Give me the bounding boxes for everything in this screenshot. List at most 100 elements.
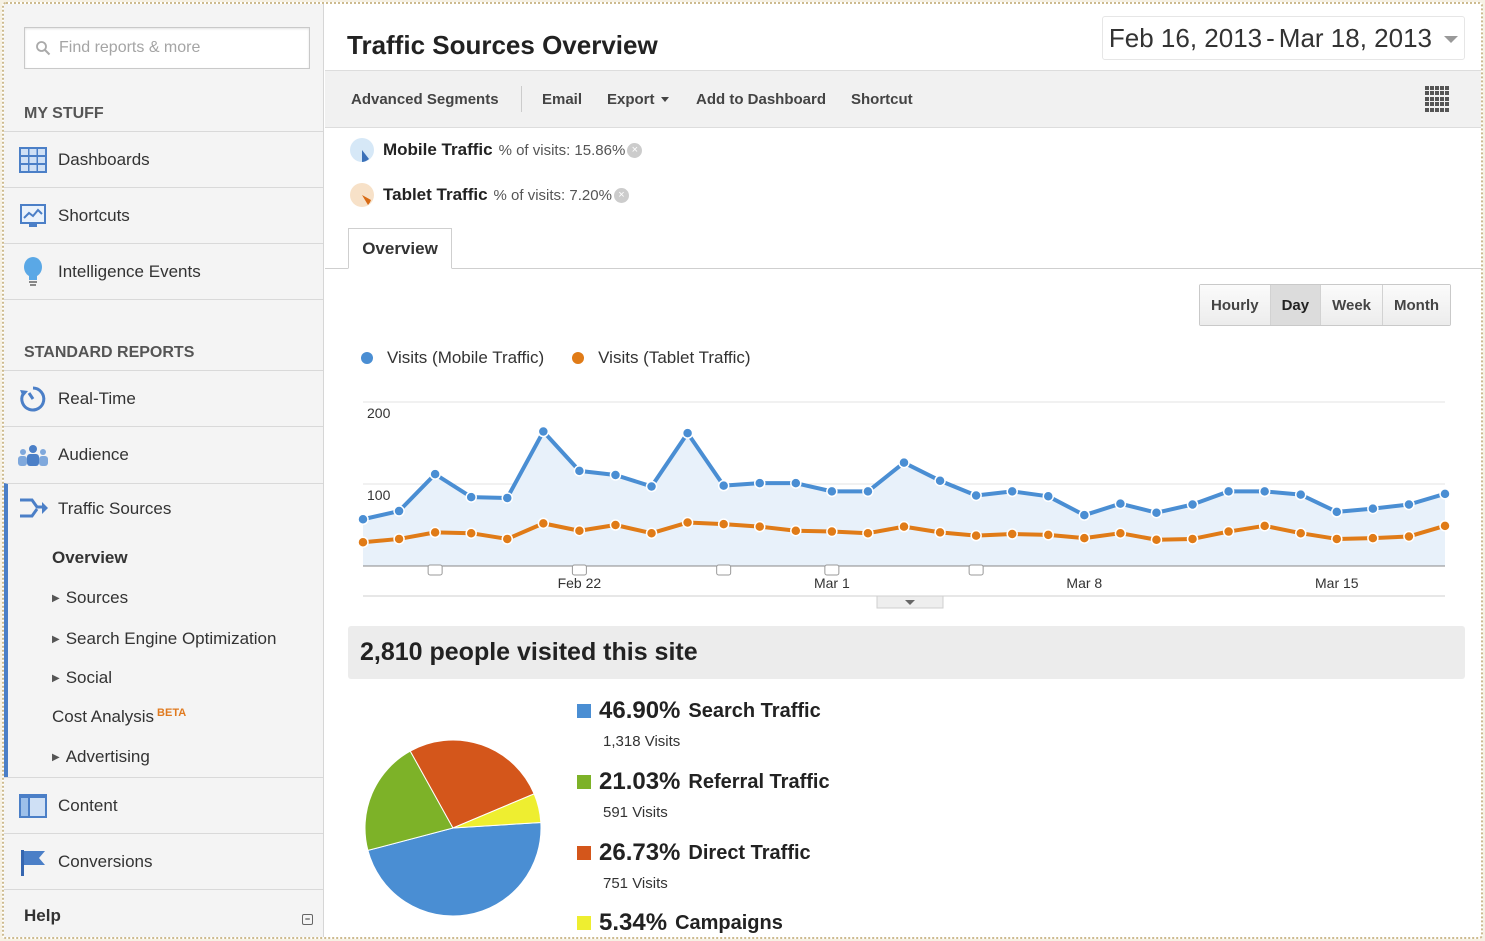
remove-segment-icon[interactable]: × <box>613 187 629 203</box>
data-point[interactable] <box>1150 506 1163 519</box>
data-point[interactable] <box>609 469 622 481</box>
sidebar-item-traffic-sources[interactable]: Traffic Sources <box>18 494 171 524</box>
data-point[interactable] <box>393 505 405 517</box>
sidebar-subitem-cost-analysis[interactable]: Cost Analysis BETA <box>52 707 187 726</box>
data-point[interactable] <box>1439 520 1451 532</box>
data-point[interactable] <box>1403 498 1415 511</box>
data-point[interactable] <box>717 518 730 530</box>
data-point[interactable] <box>1078 509 1091 521</box>
data-point[interactable] <box>1114 527 1127 539</box>
sidebar-item-shortcuts[interactable]: Shortcuts <box>4 187 323 243</box>
sidebar-subitem-social[interactable]: ▶ Social <box>52 668 113 687</box>
data-point[interactable] <box>645 527 658 539</box>
data-point[interactable] <box>970 529 982 542</box>
data-point[interactable] <box>1186 533 1199 545</box>
data-point[interactable] <box>1331 533 1343 545</box>
sidebar-item-intelligence-events[interactable]: Intelligence Events <box>4 243 323 299</box>
date-range-picker[interactable]: Feb 16, 2013 - Mar 18, 2013 <box>1101 16 1465 60</box>
source-direct[interactable]: 26.73% Direct Traffic 751 Visits <box>577 839 811 892</box>
data-point[interactable] <box>465 491 477 503</box>
data-point[interactable] <box>862 527 874 539</box>
data-point[interactable] <box>609 519 622 531</box>
shortcut-button[interactable]: Shortcut <box>851 91 913 108</box>
data-point[interactable] <box>1006 485 1018 498</box>
data-point[interactable] <box>898 456 910 469</box>
data-point[interactable] <box>753 477 766 489</box>
sidebar-subitem-sources[interactable]: ▶ Sources <box>52 588 129 607</box>
data-point[interactable] <box>1150 534 1163 546</box>
export-button[interactable]: Export <box>607 91 669 108</box>
data-point[interactable] <box>1367 532 1379 544</box>
data-point[interactable] <box>826 525 838 538</box>
sidebar-item-audience[interactable]: Audience <box>4 426 323 482</box>
traffic-sources-pie-chart[interactable] <box>361 736 545 920</box>
pie-slice-search-traffic[interactable] <box>367 821 542 917</box>
hourly-button[interactable]: Hourly <box>1200 285 1271 325</box>
sidebar-subitem-advertising[interactable]: ▶ Advertising <box>52 747 150 766</box>
legend-label-tablet[interactable]: Visits (Tablet Traffic) <box>598 348 751 367</box>
data-point[interactable] <box>357 536 369 548</box>
data-point[interactable] <box>1078 532 1091 544</box>
legend-label-mobile[interactable]: Visits (Mobile Traffic) <box>387 348 545 367</box>
remove-segment-icon[interactable]: × <box>627 142 643 158</box>
data-point[interactable] <box>717 479 730 492</box>
data-point[interactable] <box>429 468 441 480</box>
search-input[interactable]: Find reports & more <box>24 27 310 69</box>
annotation-marker-icon[interactable] <box>968 564 984 576</box>
month-button[interactable]: Month <box>1383 285 1450 325</box>
data-point[interactable] <box>970 489 982 502</box>
data-point[interactable] <box>753 520 766 533</box>
source-campaigns[interactable]: 5.34% Campaigns <box>577 909 783 937</box>
sidebar-item-conversions[interactable]: Conversions <box>4 833 323 889</box>
data-point[interactable] <box>465 527 477 539</box>
data-point[interactable] <box>1367 502 1379 515</box>
data-point[interactable] <box>1042 529 1055 541</box>
data-point[interactable] <box>537 517 550 530</box>
data-point[interactable] <box>1439 488 1451 500</box>
day-button[interactable]: Day <box>1270 285 1322 325</box>
data-point[interactable] <box>862 485 874 498</box>
data-point[interactable] <box>1294 527 1307 539</box>
pie-slice-direct-traffic[interactable] <box>409 739 535 829</box>
data-point[interactable] <box>357 513 369 526</box>
add-to-dashboard-button[interactable]: Add to Dashboard <box>696 91 826 108</box>
data-point[interactable] <box>826 485 838 498</box>
tab-overview[interactable]: Overview <box>348 228 452 269</box>
pie-slice-referral-traffic[interactable] <box>364 750 454 852</box>
sidebar-subitem-overview[interactable]: Overview <box>52 548 128 567</box>
data-point[interactable] <box>1403 530 1415 543</box>
data-point[interactable] <box>934 474 946 487</box>
sidebar-item-dashboards[interactable]: Dashboards <box>4 131 323 187</box>
data-point[interactable] <box>681 427 694 439</box>
collapse-icon[interactable]: − <box>302 914 313 925</box>
data-point[interactable] <box>501 533 514 545</box>
data-point[interactable] <box>573 465 586 477</box>
annotation-marker-icon[interactable] <box>824 564 840 576</box>
data-point[interactable] <box>1186 498 1199 511</box>
data-point[interactable] <box>790 524 802 537</box>
data-point[interactable] <box>1258 520 1271 532</box>
pie-slice-campaigns[interactable] <box>452 793 542 829</box>
help-section[interactable]: Help − <box>4 889 323 937</box>
visits-line-chart[interactable]: 100 200 Feb 22 Mar 1 Mar 8 Mar 15 <box>345 376 1465 612</box>
data-point[interactable] <box>898 520 910 533</box>
data-point[interactable] <box>393 533 405 545</box>
annotation-marker-icon[interactable] <box>427 564 443 576</box>
sidebar-item-real-time[interactable]: Real-Time <box>4 370 323 426</box>
data-point[interactable] <box>573 524 586 537</box>
data-point[interactable] <box>1222 525 1235 538</box>
view-grid-icon[interactable] <box>1425 86 1451 112</box>
email-button[interactable]: Email <box>542 91 583 108</box>
data-point[interactable] <box>1006 528 1018 540</box>
annotation-marker-icon[interactable] <box>716 564 732 576</box>
sidebar-item-content[interactable]: Content <box>4 777 323 833</box>
data-point[interactable] <box>1114 497 1127 510</box>
data-point[interactable] <box>501 492 514 504</box>
data-point[interactable] <box>1294 488 1307 501</box>
week-button[interactable]: Week <box>1321 285 1384 325</box>
advanced-segments-button[interactable]: Advanced Segments <box>351 91 499 108</box>
data-point[interactable] <box>1258 485 1271 498</box>
data-point[interactable] <box>1331 506 1343 518</box>
data-point[interactable] <box>429 526 441 539</box>
annotation-marker-icon[interactable] <box>571 564 587 576</box>
